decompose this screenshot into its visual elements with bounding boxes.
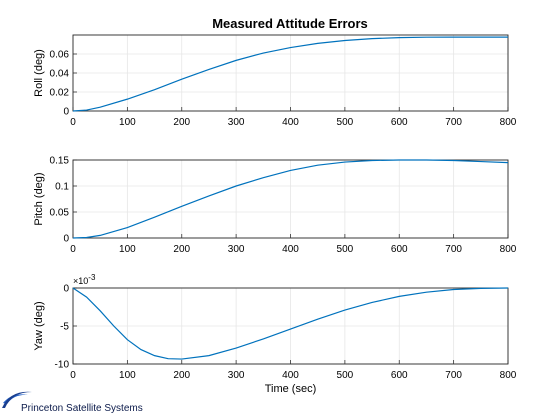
x-tick-label: 300 [228, 117, 245, 128]
x-tick-label: 500 [337, 370, 354, 381]
series-line [72, 36, 508, 112]
axes-box [72, 287, 509, 365]
company-name: Princeton Satellite Systems [21, 403, 143, 414]
x-tick-label: 0 [70, 117, 76, 128]
x-tick-label: 800 [500, 370, 517, 381]
x-tick-label: 800 [500, 244, 517, 255]
x-axis-label: Time (sec) [265, 383, 317, 395]
chart-title: Measured Attitude Errors [212, 16, 368, 31]
logo-swoosh-outer-icon [2, 391, 32, 408]
x-tick-label: 300 [228, 370, 245, 381]
y-tick-label: 0.15 [50, 156, 70, 167]
y-tick-label: 0.02 [50, 88, 70, 99]
y-tick-label: 0 [63, 284, 69, 295]
y-tick-label: 0.05 [50, 208, 70, 219]
y-tick-label: 0.04 [50, 69, 70, 80]
series-line [72, 287, 509, 360]
x-tick-label: 200 [173, 370, 190, 381]
y-tick-label: 0.06 [50, 50, 70, 61]
x-tick-label: 500 [337, 117, 354, 128]
axes-box [72, 159, 509, 239]
y-axis-label: Roll (deg) [33, 49, 45, 97]
x-tick-label: 600 [391, 370, 408, 381]
x-tick-label: 200 [173, 117, 190, 128]
x-tick-label: 300 [228, 244, 245, 255]
axes-box [72, 34, 509, 112]
y-tick-label: 0 [63, 234, 69, 245]
x-tick-label: 0 [70, 370, 76, 381]
company-logo [2, 391, 32, 408]
y-axis-label: Yaw (deg) [33, 301, 45, 350]
x-tick-label: 600 [391, 117, 408, 128]
x-tick-label: 700 [445, 370, 462, 381]
y-tick-label: 0 [63, 107, 69, 118]
x-tick-label: 400 [282, 370, 299, 381]
x-tick-label: 0 [70, 244, 76, 255]
x-tick-label: 700 [445, 244, 462, 255]
x-tick-label: 100 [119, 370, 136, 381]
axis-exponent: ×10-3 [73, 273, 96, 286]
subplot-1: 0 100 200 300 400 500 600 700 800 0 0.02 0.04 0.06 Ro… [33, 34, 517, 128]
subplot-2: 0 100 200 300 400 500 600 700 800 0 0.05 0.1 0.15 Pit… [33, 156, 517, 256]
y-tick-label: 0.1 [55, 182, 69, 193]
x-tick-label: 100 [119, 244, 136, 255]
x-tick-label: 400 [282, 244, 299, 255]
y-axis-label: Pitch (deg) [33, 172, 45, 225]
series-line [72, 159, 509, 239]
x-tick-label: 400 [282, 117, 299, 128]
x-tick-label: 700 [445, 117, 462, 128]
x-tick-label: 600 [391, 244, 408, 255]
y-tick-label: -5 [60, 322, 69, 333]
x-tick-label: 800 [500, 117, 517, 128]
x-tick-label: 500 [337, 244, 354, 255]
x-tick-label: 100 [119, 117, 136, 128]
x-tick-label: 200 [173, 244, 190, 255]
subplot-3: 0 100 200 300 400 500 600 700 800 0 -5 -10 Yaw (deg)… [33, 273, 517, 395]
y-tick-label: -10 [55, 360, 70, 371]
